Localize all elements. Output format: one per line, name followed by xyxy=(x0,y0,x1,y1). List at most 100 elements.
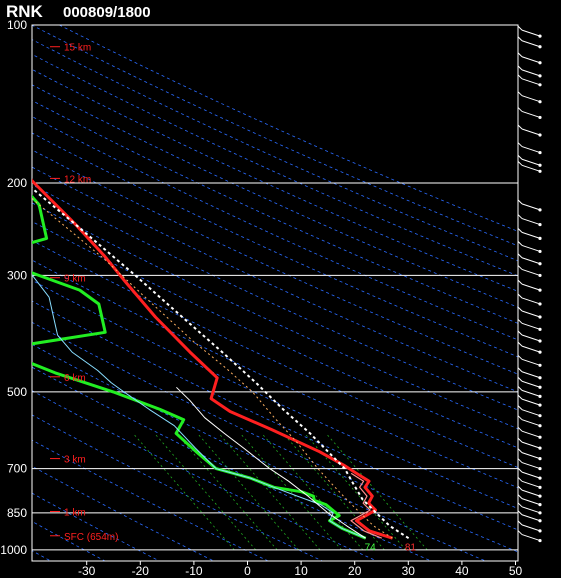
dry-adiabat-line xyxy=(32,184,518,411)
surface-value-label: 81 xyxy=(405,542,417,553)
pressure-label: 500 xyxy=(7,385,27,399)
profile-lines xyxy=(32,178,410,540)
dry-adiabat-line xyxy=(32,343,486,561)
wind-barb xyxy=(517,502,542,515)
wind-barb xyxy=(517,306,542,319)
height-label: SFC (654m) xyxy=(64,532,118,543)
mixing-ratio-line xyxy=(154,433,257,551)
dry-adiabat-line xyxy=(32,221,518,449)
wind-barb xyxy=(517,228,542,240)
pressure-label: 850 xyxy=(7,506,27,520)
temperature-tick-label: 30 xyxy=(402,564,416,578)
dry-adiabat-line xyxy=(32,202,518,430)
mixing-ratio-line xyxy=(218,433,321,551)
temperature-tick-label: -30 xyxy=(78,564,96,578)
wind-barb xyxy=(517,91,542,104)
wind-barb xyxy=(517,367,542,380)
wind-barb xyxy=(517,520,542,533)
surface-value-label: 74 xyxy=(365,542,377,553)
pressure-label: 300 xyxy=(7,268,27,282)
wind-barb xyxy=(517,394,542,407)
wind-barb xyxy=(517,107,542,120)
wind-barb xyxy=(517,426,542,439)
dry-adiabat-line xyxy=(32,550,51,561)
wind-barb xyxy=(517,36,542,49)
wind-barb xyxy=(517,293,542,306)
height-label: 15 km xyxy=(64,43,91,54)
mixing-ratio-line xyxy=(304,433,407,551)
dry-adiabat-line xyxy=(32,166,518,393)
wind-barb xyxy=(517,265,542,278)
dry-adiabat-line xyxy=(32,25,518,247)
dry-adiabat-line xyxy=(32,414,323,561)
wind-barb xyxy=(517,199,542,212)
mixing-ratio-line xyxy=(175,433,278,551)
temperature-tick-label: -20 xyxy=(132,564,150,578)
temperature-tick-label: 10 xyxy=(294,564,308,578)
wind-barb xyxy=(517,52,542,65)
wind-barb xyxy=(517,437,542,450)
wind-barbs xyxy=(517,25,542,543)
height-label: 3 km xyxy=(64,455,86,466)
profile-line xyxy=(32,194,367,540)
dry-adiabat-line xyxy=(32,116,518,341)
wind-barb xyxy=(517,74,542,87)
dry-adiabat-line xyxy=(32,300,518,531)
temperature-tick-label: 40 xyxy=(455,564,469,578)
wind-barb xyxy=(517,405,542,418)
dry-adiabat-line xyxy=(32,439,269,561)
dry-adiabat-line xyxy=(32,520,106,561)
profile-line xyxy=(32,274,366,539)
wind-barb xyxy=(517,476,542,489)
wind-barb xyxy=(517,376,542,389)
profile-line xyxy=(176,386,366,539)
height-label: 1 km xyxy=(64,507,86,518)
dry-adiabat-line xyxy=(32,366,432,561)
pressure-label: 1000 xyxy=(0,543,27,557)
wind-barb xyxy=(517,160,542,173)
dry-adiabat-line xyxy=(32,53,518,277)
temperature-tick-label: 0 xyxy=(244,564,251,578)
profile-line xyxy=(32,178,393,540)
dry-adiabat-line xyxy=(32,68,518,292)
wind-barb xyxy=(517,124,542,137)
wind-barb xyxy=(517,241,542,254)
dry-adiabat-line xyxy=(32,465,214,561)
series-layer xyxy=(32,178,410,540)
wind-barb xyxy=(517,154,542,167)
dry-adiabat-line xyxy=(32,390,377,561)
temperature-tick-label: -10 xyxy=(185,564,203,578)
mixing-ratio-line xyxy=(240,433,342,551)
wind-barb xyxy=(517,510,542,523)
wind-barb xyxy=(517,354,542,367)
pressure-label: 200 xyxy=(7,176,27,190)
mixing-ratio-line xyxy=(197,433,299,551)
profile-line xyxy=(350,472,383,539)
wind-barb xyxy=(517,341,542,354)
profile-line xyxy=(32,187,410,540)
wind-barb xyxy=(517,279,542,292)
wind-barb xyxy=(517,530,542,543)
dry-adiabat-line xyxy=(32,321,518,553)
wind-barb xyxy=(517,485,542,498)
pressure-label: 700 xyxy=(7,462,27,476)
temperature-tick-label: 20 xyxy=(348,564,362,578)
wind-barb xyxy=(517,386,542,398)
plot-frame xyxy=(31,24,519,562)
chart-title-datetime: 000809/1800 xyxy=(63,4,151,21)
dry-adiabat-line xyxy=(32,259,518,489)
wind-barb xyxy=(517,448,542,461)
dry-adiabats xyxy=(32,25,518,561)
wind-barb xyxy=(517,415,542,428)
pressure-label: 100 xyxy=(7,18,27,32)
profile-line xyxy=(32,197,393,539)
wind-barb xyxy=(517,253,542,266)
wind-barb xyxy=(517,330,542,343)
wind-barb xyxy=(517,467,542,480)
height-label: 12 km xyxy=(64,174,91,185)
wind-barb xyxy=(517,214,542,227)
mixing-ratio-line xyxy=(261,433,364,551)
grid-layer xyxy=(31,24,519,565)
wind-barb xyxy=(517,65,542,78)
